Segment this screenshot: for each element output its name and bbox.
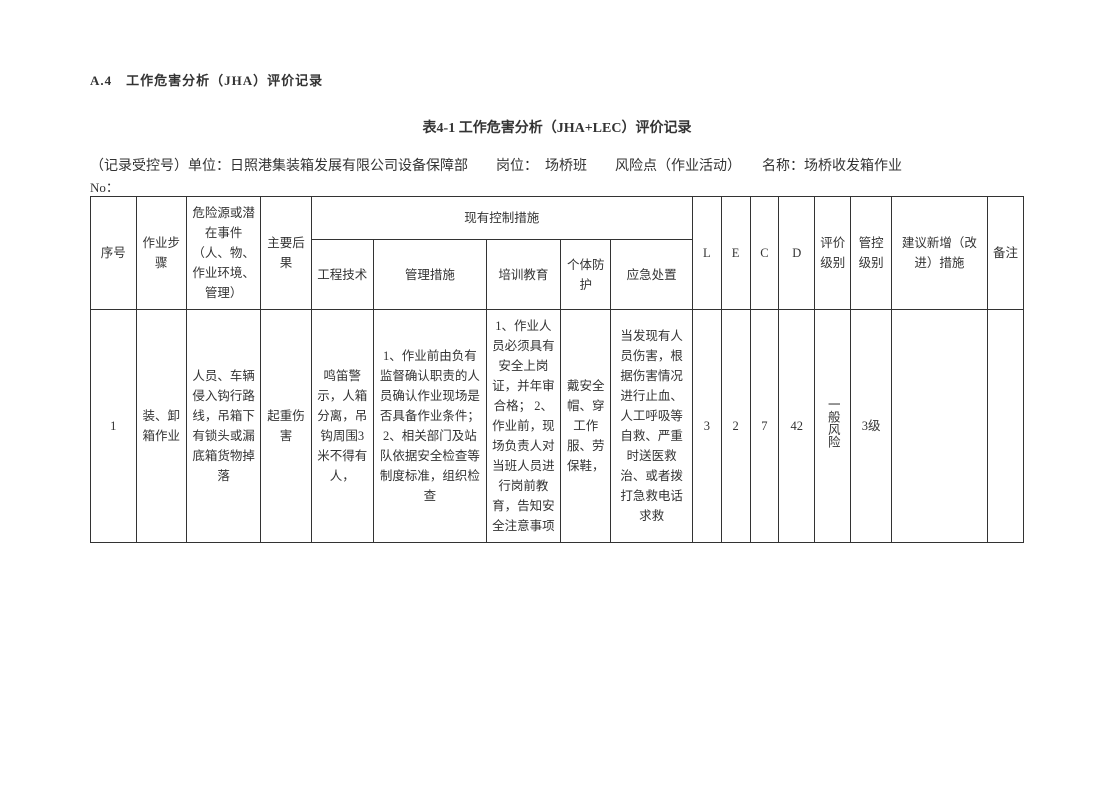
cell-engineering: 鸣笛警示，人箱分离，吊钩周围3米不得有人， bbox=[311, 310, 373, 543]
cell-eval-level: 一般风险 bbox=[815, 310, 851, 543]
table-header-row-1: 序号 作业步骤 危险源或潜在事件（人、物、作业环境、管理） 主要后果 现有控制措… bbox=[91, 197, 1024, 240]
th-step: 作业步骤 bbox=[136, 197, 186, 310]
th-l: L bbox=[692, 197, 721, 310]
cell-training: 1、作业人员必须具有安全上岗证，并年审合格； 2、作业前，现场负责人对当班人员进… bbox=[486, 310, 560, 543]
cell-l: 3 bbox=[692, 310, 721, 543]
table-title: 表4-1 工作危害分析（JHA+LEC）评价记录 bbox=[90, 117, 1024, 137]
meta-line: （记录受控号）单位：日照港集装箱发展有限公司设备保障部 岗位： 场桥班 风险点（… bbox=[90, 155, 1024, 175]
cell-management: 1、作业前由负有监督确认职责的人员确认作业现场是否具备作业条件； 2、相关部门及… bbox=[373, 310, 486, 543]
th-engineering: 工程技术 bbox=[311, 240, 373, 310]
th-emergency: 应急处置 bbox=[611, 240, 693, 310]
th-hazard: 危险源或潜在事件（人、物、作业环境、管理） bbox=[186, 197, 260, 310]
th-consequence: 主要后果 bbox=[261, 197, 311, 310]
section-heading: A.4 工作危害分析（JHA）评价记录 bbox=[90, 70, 1024, 89]
th-ctrl-level: 管控级别 bbox=[851, 197, 892, 310]
th-remark: 备注 bbox=[987, 197, 1023, 310]
cell-c: 7 bbox=[750, 310, 779, 543]
th-eval-level: 评价级别 bbox=[815, 197, 851, 310]
th-suggestion: 建议新增（改进）措施 bbox=[891, 197, 987, 310]
cell-ctrl-level: 3级 bbox=[851, 310, 892, 543]
jha-table: 序号 作业步骤 危险源或潜在事件（人、物、作业环境、管理） 主要后果 现有控制措… bbox=[90, 196, 1024, 543]
cell-emergency: 当发现有人员伤害，根据伤害情况进行止血、人工呼吸等自救、严重时送医救治、或者拨打… bbox=[611, 310, 693, 543]
cell-step: 装、卸箱作业 bbox=[136, 310, 186, 543]
th-ppe: 个体防护 bbox=[561, 240, 611, 310]
th-e: E bbox=[721, 197, 750, 310]
th-management: 管理措施 bbox=[373, 240, 486, 310]
cell-remark bbox=[987, 310, 1023, 543]
cell-seq: 1 bbox=[91, 310, 137, 543]
meta-no-label: No： bbox=[90, 177, 1024, 196]
th-d: D bbox=[779, 197, 815, 310]
cell-d: 42 bbox=[779, 310, 815, 543]
th-seq: 序号 bbox=[91, 197, 137, 310]
cell-consequence: 起重伤害 bbox=[261, 310, 311, 543]
cell-e: 2 bbox=[721, 310, 750, 543]
cell-hazard: 人员、车辆侵入钩行路线，吊箱下有锁头或漏底箱货物掉落 bbox=[186, 310, 260, 543]
th-training: 培训教育 bbox=[486, 240, 560, 310]
th-controls-group: 现有控制措施 bbox=[311, 197, 692, 240]
th-c: C bbox=[750, 197, 779, 310]
cell-ppe: 戴安全帽、穿工作服、劳保鞋， bbox=[561, 310, 611, 543]
table-row: 1 装、卸箱作业 人员、车辆侵入钩行路线，吊箱下有锁头或漏底箱货物掉落 起重伤害… bbox=[91, 310, 1024, 543]
cell-suggestion bbox=[891, 310, 987, 543]
